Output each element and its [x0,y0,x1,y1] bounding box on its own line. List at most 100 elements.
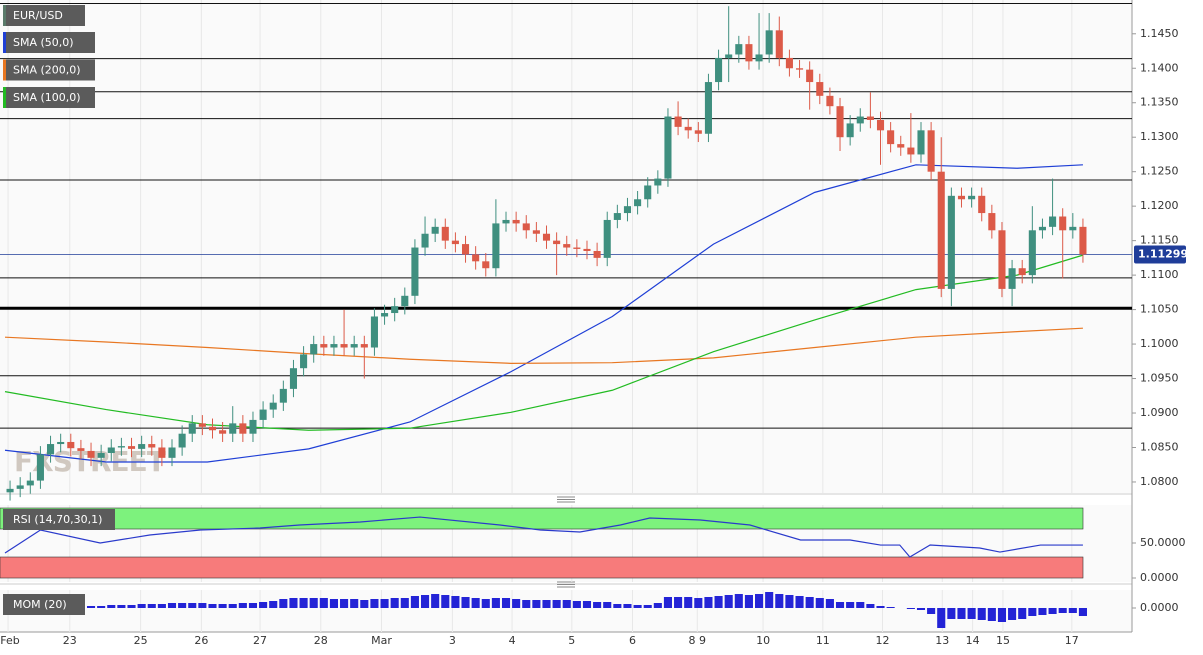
candle-body [715,57,723,83]
legend-box[interactable] [3,5,85,26]
candle-body [745,44,753,62]
legend-swatch [3,87,6,108]
candle-body [219,430,227,434]
candle-body [957,195,966,200]
mom-bar [329,599,338,608]
x-tick-label: 26 [194,634,208,647]
mom-bar [471,598,480,608]
x-tick-label: 5 [568,634,575,647]
x-tick-label: Mar [371,634,392,647]
mom-bar [491,598,500,608]
mom-bar [147,604,156,608]
indicator-label-box[interactable] [3,594,85,615]
candle-body [77,448,85,451]
mom-bar [906,608,915,609]
mom-bar [805,597,814,608]
candle-body [178,433,186,448]
candle-body [138,444,146,449]
candle-body [441,226,449,241]
candle-body [735,44,743,55]
mom-bar [785,595,794,608]
candle-body [1038,226,1046,231]
mom-bar [481,599,490,608]
mom-bar [593,602,602,608]
candle-body [370,316,378,348]
candle-body [866,116,874,120]
mom-bar [117,605,126,608]
candle-body [623,206,632,214]
indicator-label: MOM (20) [13,598,67,611]
candle-body [391,306,399,314]
mom-bar [957,608,966,619]
mom-bar [501,598,511,608]
x-tick-label: 8 9 [689,634,707,647]
indicator-label-box[interactable] [3,509,115,530]
mom-bar [1038,608,1047,615]
mom-bar [633,605,642,608]
legend-box[interactable] [3,59,95,81]
mom-bar [107,605,116,608]
candle-body [57,441,65,445]
x-tick-label: 3 [449,634,456,647]
mom-bar [795,596,804,608]
candle-body [97,453,105,458]
x-tick-label: 23 [63,634,77,647]
y-tick-label: 1.1200 [1140,199,1179,212]
legend-box[interactable] [3,32,95,53]
indicator-label: RSI (14,70,30,1) [13,513,102,526]
resize-handle[interactable] [557,581,575,588]
mom-bar [663,597,673,608]
candle-body [340,344,348,348]
resize-handle[interactable] [557,496,575,503]
candle-body [168,447,176,458]
candle-body [381,313,389,317]
mom-bar [997,608,1007,622]
candle-body [512,219,520,224]
mom-bar [512,599,521,608]
legend-box[interactable] [3,87,95,108]
mom-bar [765,592,774,608]
mom-bar [846,602,855,608]
candle-body [1018,268,1026,276]
candle-body [553,240,561,245]
candle-body [674,116,682,127]
mom-bar [420,595,430,608]
candle-body [107,447,115,454]
mom-bar [562,600,571,608]
mom-bar [643,605,652,608]
candle-body [563,244,571,248]
candle-body [937,171,945,289]
candle-body [421,233,429,248]
y-tick-label: 1.1000 [1140,337,1179,350]
candle-body [87,450,95,458]
mom-bar [876,606,885,608]
candle-body [229,423,237,434]
candle-body [127,446,136,449]
mom-bar [238,603,247,608]
x-tick-label: 12 [876,634,890,647]
sma-line [4,254,1084,431]
mom-bar [350,599,359,608]
mom-bar [613,604,622,608]
candle-body [897,144,905,148]
mom-bar [987,608,996,621]
candle-body [1008,268,1016,289]
candle-body [573,247,581,249]
candle-body [816,82,824,96]
candle-body [431,226,439,234]
mom-bar [927,608,936,614]
legend-swatch [3,5,6,26]
mom-bar [228,604,237,608]
mom-bar [977,608,986,620]
mom-bar [582,601,592,608]
mom-bar [734,594,743,608]
mom-bar [815,598,824,608]
candle-body [36,454,44,481]
legend-label: SMA (50,0) [13,36,74,49]
candle-body [330,344,338,348]
mom-bar [775,594,784,608]
candle-body [542,233,551,241]
candle-body [694,130,702,134]
mom-bar [886,607,895,608]
candle-body [320,344,328,348]
